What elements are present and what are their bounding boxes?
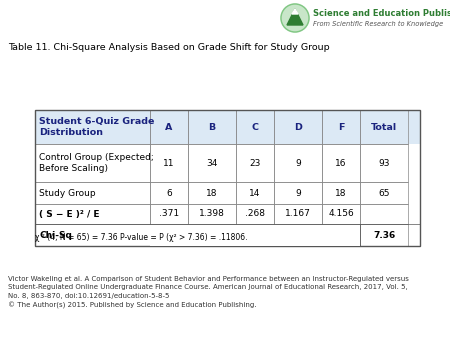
Text: ( S − E )² / E: ( S − E )² / E <box>39 210 99 218</box>
Bar <box>360 224 408 246</box>
Text: .268: .268 <box>245 210 265 218</box>
Text: .371: .371 <box>159 210 179 218</box>
Polygon shape <box>292 9 298 14</box>
Bar <box>236 110 274 144</box>
Bar <box>322 144 360 182</box>
Bar <box>236 144 274 182</box>
Text: 23: 23 <box>249 159 261 168</box>
Bar <box>360 204 408 224</box>
Bar <box>35 110 420 246</box>
Bar <box>322 182 360 204</box>
Bar <box>274 144 322 182</box>
Text: 65: 65 <box>378 189 390 197</box>
Bar <box>322 204 360 224</box>
Bar <box>35 110 420 144</box>
Polygon shape <box>287 9 303 25</box>
Bar <box>35 182 150 204</box>
Text: Chi-Sq: Chi-Sq <box>39 231 72 240</box>
Text: 14: 14 <box>249 189 261 197</box>
Text: Study Group: Study Group <box>39 189 95 197</box>
Bar <box>188 224 236 246</box>
Bar <box>236 204 274 224</box>
Bar <box>360 144 408 182</box>
Bar <box>274 182 322 204</box>
Bar <box>150 204 188 224</box>
Text: Student 6-Quiz Grade
Distribution: Student 6-Quiz Grade Distribution <box>39 117 154 137</box>
Text: C: C <box>252 122 258 131</box>
Text: 34: 34 <box>206 159 218 168</box>
Text: 9: 9 <box>295 159 301 168</box>
Text: D: D <box>294 122 302 131</box>
Text: 4.156: 4.156 <box>328 210 354 218</box>
Bar <box>188 204 236 224</box>
Text: Science and Education Publishing: Science and Education Publishing <box>313 8 450 18</box>
Bar <box>150 224 188 246</box>
Bar <box>35 144 150 182</box>
Bar <box>360 110 408 144</box>
Text: B: B <box>208 122 216 131</box>
Text: F: F <box>338 122 344 131</box>
Text: Total: Total <box>371 122 397 131</box>
Text: 93: 93 <box>378 159 390 168</box>
Text: 7.36: 7.36 <box>373 231 395 240</box>
Text: 18: 18 <box>206 189 218 197</box>
Bar <box>150 144 188 182</box>
Bar <box>188 144 236 182</box>
Text: Control Group (Expected;
Before Scaling): Control Group (Expected; Before Scaling) <box>39 153 154 173</box>
Bar <box>150 110 188 144</box>
Bar <box>150 224 188 245</box>
Bar <box>236 182 274 204</box>
Bar <box>188 224 236 245</box>
Bar <box>274 224 322 246</box>
Bar <box>274 224 322 245</box>
Bar <box>274 110 322 144</box>
Bar <box>188 182 236 204</box>
Bar <box>360 182 408 204</box>
Bar <box>236 224 274 245</box>
Bar <box>322 224 360 245</box>
Bar <box>35 224 150 246</box>
Text: 18: 18 <box>335 189 347 197</box>
Bar <box>150 182 188 204</box>
Text: Victor Wakeling et al. A Comparison of Student Behavior and Performance between : Victor Wakeling et al. A Comparison of S… <box>8 276 409 309</box>
Text: 9: 9 <box>295 189 301 197</box>
Text: 16: 16 <box>335 159 347 168</box>
Bar <box>236 224 274 246</box>
Text: From Scientific Research to Knowledge: From Scientific Research to Knowledge <box>313 21 443 27</box>
Text: 1.167: 1.167 <box>285 210 311 218</box>
Text: χ ² (4, N = 65) = 7.36 P-value = P (χ² > 7.36) = .11806.: χ ² (4, N = 65) = 7.36 P-value = P (χ² >… <box>35 233 248 242</box>
Bar <box>274 204 322 224</box>
Text: Table 11. Chi-Square Analysis Based on Grade Shift for Study Group: Table 11. Chi-Square Analysis Based on G… <box>8 43 329 52</box>
Bar <box>188 110 236 144</box>
Bar <box>35 204 150 224</box>
Text: A: A <box>165 122 173 131</box>
Text: 1.398: 1.398 <box>199 210 225 218</box>
Bar <box>322 110 360 144</box>
Bar <box>322 224 360 246</box>
Circle shape <box>281 4 309 32</box>
Bar <box>35 110 150 144</box>
Text: 6: 6 <box>166 189 172 197</box>
Text: 11: 11 <box>163 159 175 168</box>
